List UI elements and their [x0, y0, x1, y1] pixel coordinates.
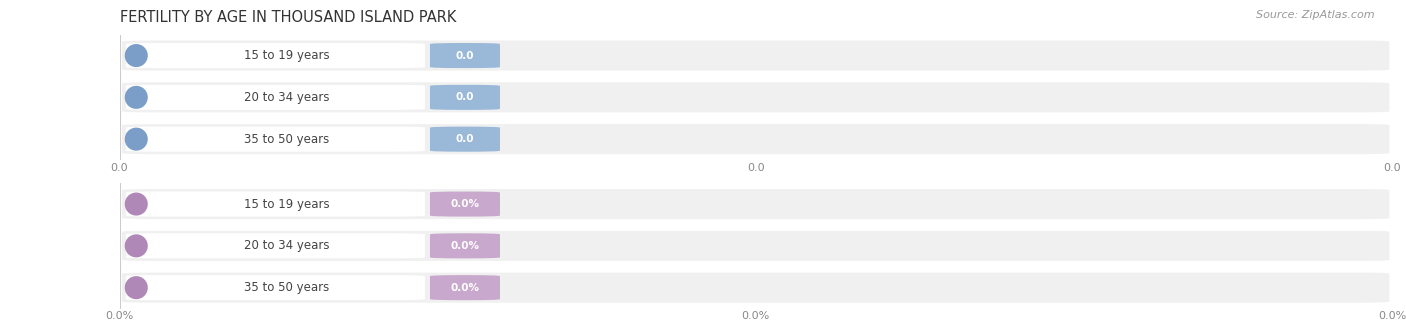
FancyBboxPatch shape — [127, 275, 425, 300]
Text: 0.0: 0.0 — [456, 92, 474, 102]
FancyBboxPatch shape — [127, 43, 425, 68]
FancyBboxPatch shape — [122, 124, 1389, 154]
Text: 0.0: 0.0 — [456, 134, 474, 144]
Ellipse shape — [125, 234, 148, 257]
Ellipse shape — [125, 128, 148, 151]
FancyBboxPatch shape — [127, 233, 425, 258]
Text: 20 to 34 years: 20 to 34 years — [245, 239, 329, 252]
FancyBboxPatch shape — [127, 127, 425, 152]
FancyBboxPatch shape — [127, 85, 425, 110]
FancyBboxPatch shape — [122, 231, 1389, 261]
FancyBboxPatch shape — [127, 191, 425, 216]
Text: 0.0%: 0.0% — [450, 199, 479, 209]
Text: FERTILITY BY AGE IN THOUSAND ISLAND PARK: FERTILITY BY AGE IN THOUSAND ISLAND PARK — [120, 10, 456, 25]
Ellipse shape — [125, 86, 148, 109]
FancyBboxPatch shape — [122, 82, 1389, 113]
Ellipse shape — [125, 44, 148, 67]
FancyBboxPatch shape — [430, 191, 501, 216]
Text: 35 to 50 years: 35 to 50 years — [245, 133, 329, 146]
Text: 0.0: 0.0 — [456, 50, 474, 60]
FancyBboxPatch shape — [122, 189, 1389, 219]
Ellipse shape — [125, 192, 148, 215]
FancyBboxPatch shape — [430, 233, 501, 258]
Ellipse shape — [125, 276, 148, 299]
FancyBboxPatch shape — [430, 43, 501, 68]
FancyBboxPatch shape — [122, 41, 1389, 71]
Text: 20 to 34 years: 20 to 34 years — [245, 91, 329, 104]
FancyBboxPatch shape — [430, 275, 501, 300]
FancyBboxPatch shape — [430, 127, 501, 152]
Text: 0.0%: 0.0% — [450, 241, 479, 251]
Text: 15 to 19 years: 15 to 19 years — [245, 198, 330, 211]
Text: 0.0%: 0.0% — [450, 283, 479, 293]
FancyBboxPatch shape — [122, 273, 1389, 303]
Text: Source: ZipAtlas.com: Source: ZipAtlas.com — [1257, 10, 1375, 20]
Text: 35 to 50 years: 35 to 50 years — [245, 281, 329, 294]
FancyBboxPatch shape — [430, 85, 501, 110]
Text: 15 to 19 years: 15 to 19 years — [245, 49, 330, 62]
